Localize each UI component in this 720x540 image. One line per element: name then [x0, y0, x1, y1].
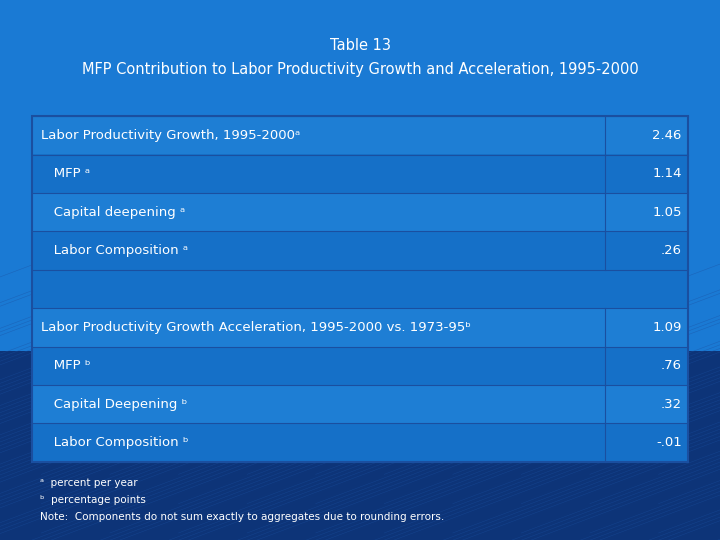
Text: 1.14: 1.14	[652, 167, 682, 180]
Bar	[32, 423, 688, 462]
Text: 1.09: 1.09	[652, 321, 682, 334]
Bar	[32, 385, 688, 423]
Text: MFP ᵇ: MFP ᵇ	[41, 359, 91, 372]
Text: MFP Contribution to Labor Productivity Growth and Acceleration, 1995-2000: MFP Contribution to Labor Productivity G…	[81, 62, 639, 77]
Text: 1.05: 1.05	[652, 206, 682, 219]
Bar	[32, 116, 688, 154]
Bar	[0, 351, 720, 540]
Text: Labor Composition ᵇ: Labor Composition ᵇ	[41, 436, 189, 449]
Text: .32: .32	[661, 397, 682, 410]
Bar	[32, 347, 688, 385]
Text: -.01: -.01	[656, 436, 682, 449]
Bar	[32, 154, 688, 193]
Text: MFP ᵃ: MFP ᵃ	[41, 167, 90, 180]
Text: ᵃ  percent per year: ᵃ percent per year	[40, 478, 138, 488]
Text: Capital Deepening ᵇ: Capital Deepening ᵇ	[41, 397, 187, 410]
Text: .76: .76	[661, 359, 682, 372]
Text: Labor Composition ᵃ: Labor Composition ᵃ	[41, 244, 188, 257]
Bar	[32, 116, 688, 462]
Bar	[32, 308, 688, 347]
Text: Labor Productivity Growth, 1995-2000ᵃ: Labor Productivity Growth, 1995-2000ᵃ	[41, 129, 300, 142]
Text: Labor Productivity Growth Acceleration, 1995-2000 vs. 1973-95ᵇ: Labor Productivity Growth Acceleration, …	[41, 321, 471, 334]
Bar	[32, 231, 688, 269]
Text: Note:  Components do not sum exactly to aggregates due to rounding errors.: Note: Components do not sum exactly to a…	[40, 512, 444, 523]
Text: Capital deepening ᵃ: Capital deepening ᵃ	[41, 206, 185, 219]
Bar	[0, 0, 720, 351]
Text: .26: .26	[661, 244, 682, 257]
Text: 2.46: 2.46	[652, 129, 682, 142]
Text: ᵇ  percentage points: ᵇ percentage points	[40, 495, 145, 505]
Text: Table 13: Table 13	[330, 38, 390, 53]
Bar	[32, 193, 688, 231]
Bar	[32, 269, 688, 308]
